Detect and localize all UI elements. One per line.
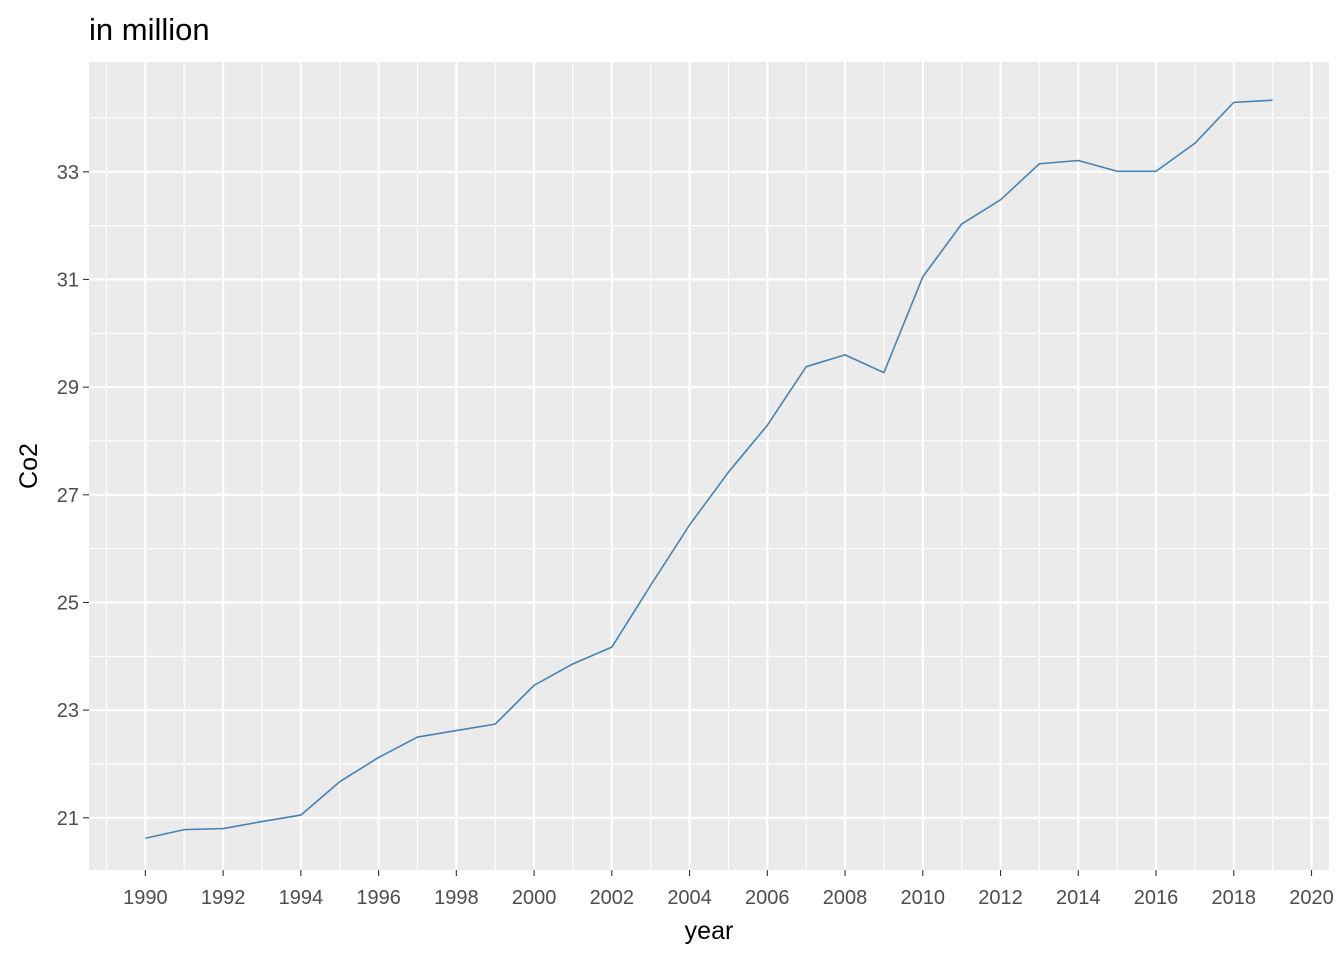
y-axis: 21 23 25 27 29 31 33: [57, 162, 89, 830]
y-tick-label: 31: [57, 269, 79, 291]
y-tick-label: 33: [57, 162, 79, 184]
minor-gridlines: [89, 62, 1329, 870]
chart-title: in million: [89, 12, 210, 47]
x-axis: 1990 1992 1994 1996 1998 2000 2002 2004 2006 2008…: [123, 870, 1334, 909]
x-tick-label: 2000: [512, 887, 557, 909]
x-tick-label: 2004: [667, 887, 712, 909]
x-tick-label: 1996: [356, 887, 401, 909]
series-layer: [145, 99, 1273, 840]
x-tick-label: 1992: [201, 887, 246, 909]
x-tick-label: 2002: [590, 887, 635, 909]
x-tick-label: 2020: [1289, 887, 1334, 909]
y-axis-title: Co2: [15, 443, 43, 489]
y-tick-label: 27: [57, 485, 79, 507]
x-axis-title: year: [685, 917, 734, 945]
series-line: [145, 99, 1273, 840]
x-tick-label: 1998: [434, 887, 479, 909]
major-gridlines: [89, 62, 1329, 870]
x-tick-label: 1994: [279, 887, 324, 909]
y-tick-label: 23: [57, 700, 79, 722]
plot-panel: [89, 62, 1329, 870]
y-tick-label: 25: [57, 592, 79, 614]
x-tick-label: 2012: [978, 887, 1023, 909]
y-tick-label: 29: [57, 377, 79, 399]
x-tick-label: 1990: [123, 887, 168, 909]
x-tick-label: 2018: [1212, 887, 1257, 909]
y-tick-label: 21: [57, 808, 79, 830]
x-tick-label: 2006: [745, 887, 790, 909]
x-tick-label: 2016: [1134, 887, 1179, 909]
x-tick-label: 2008: [823, 887, 868, 909]
x-tick-label: 2014: [1056, 887, 1101, 909]
x-tick-label: 2010: [901, 887, 946, 909]
